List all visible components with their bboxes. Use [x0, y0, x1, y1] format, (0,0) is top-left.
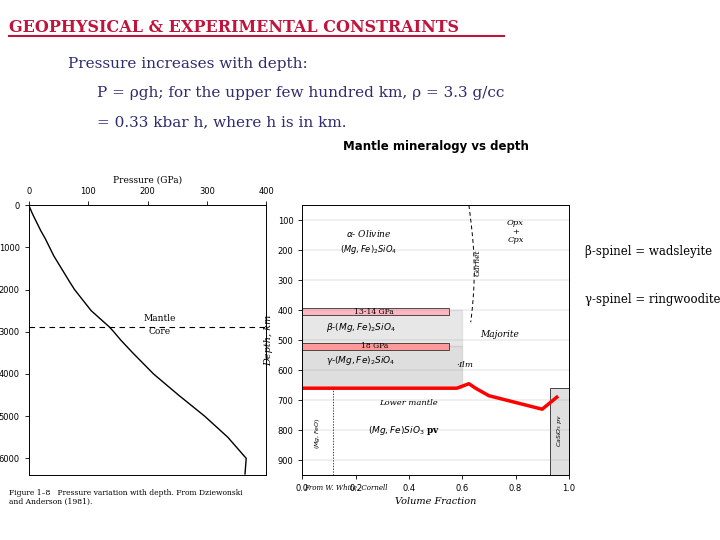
Text: Majorite: Majorite: [480, 330, 519, 339]
Text: 18 GPa: 18 GPa: [361, 342, 388, 350]
Text: Opx: Opx: [507, 219, 524, 227]
Bar: [550, 388, 569, 475]
Text: Core: Core: [148, 327, 171, 336]
Text: P = ρgh; for the upper few hundred km, ρ = 3.3 g/cc: P = ρgh; for the upper few hundred km, ρ…: [97, 86, 505, 100]
Text: From W. White, Cornell: From W. White, Cornell: [305, 483, 388, 491]
Text: $\alpha$- Olivine: $\alpha$- Olivine: [346, 228, 392, 239]
Text: Mantle mineralogy vs depth: Mantle mineralogy vs depth: [343, 140, 528, 153]
Text: 13-14 GPa: 13-14 GPa: [354, 308, 395, 316]
Bar: [302, 308, 449, 315]
Text: GEOPHYSICAL & EXPERIMENTAL CONSTRAINTS: GEOPHYSICAL & EXPERIMENTAL CONSTRAINTS: [9, 19, 459, 36]
Text: Lower mantle: Lower mantle: [379, 399, 438, 407]
Bar: [302, 343, 449, 350]
Text: Mantle: Mantle: [143, 314, 176, 323]
Text: $(Mg,FeO)$: $(Mg,FeO)$: [312, 417, 322, 449]
Text: $CaSiO_3$ pv: $CaSiO_3$ pv: [555, 414, 564, 447]
Text: Figure 1–8   Pressure variation with depth. From Dziewonski
and Anderson (1981).: Figure 1–8 Pressure variation with depth…: [9, 489, 242, 506]
X-axis label: Pressure (GPa): Pressure (GPa): [113, 176, 182, 185]
Y-axis label: Depth, km: Depth, km: [264, 314, 274, 366]
Text: γ-spinel = ringwoodite: γ-spinel = ringwoodite: [585, 293, 720, 306]
Text: +: +: [512, 228, 519, 235]
Text: Garnet: Garnet: [474, 249, 482, 275]
Text: $\gamma$-$(Mg,Fe)_2SiO_4$: $\gamma$-$(Mg,Fe)_2SiO_4$: [326, 354, 396, 367]
Text: $(Mg,Fe)SiO_3$ pv: $(Mg,Fe)SiO_3$ pv: [367, 424, 440, 437]
Text: $\cdot$Ilm: $\cdot$Ilm: [456, 359, 474, 369]
Text: β-spinel = wadsleyite: β-spinel = wadsleyite: [585, 245, 712, 258]
Text: Pressure increases with depth:: Pressure increases with depth:: [68, 57, 308, 71]
Text: = 0.33 kbar h, where h is in km.: = 0.33 kbar h, where h is in km.: [97, 115, 347, 129]
X-axis label: Volume Fraction: Volume Fraction: [395, 497, 477, 507]
Text: $(Mg,Fe)_2SiO_4$: $(Mg,Fe)_2SiO_4$: [341, 242, 397, 256]
Text: Cpx: Cpx: [508, 236, 523, 244]
Text: $\beta$-$(Mg,Fe)_2SiO_4$: $\beta$-$(Mg,Fe)_2SiO_4$: [326, 321, 396, 334]
